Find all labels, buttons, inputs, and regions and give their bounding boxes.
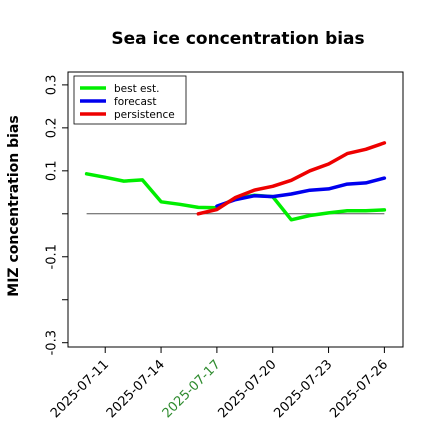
y-tick-label: 0.2 bbox=[45, 118, 60, 139]
x-tick-label: 2025-07-20 bbox=[216, 357, 280, 421]
series-line-forecast bbox=[215, 176, 387, 208]
chart-title: Sea ice concentration bias bbox=[111, 29, 364, 49]
legend-label: persistence bbox=[114, 109, 175, 121]
x-axis: 2025-07-112025-07-142025-07-172025-07-20… bbox=[48, 347, 391, 421]
y-tick-label: 0.1 bbox=[45, 160, 60, 181]
y-axis: 0.3 0.2 0.1 -0.1 -0.3 bbox=[45, 75, 68, 355]
legend-label: best est. bbox=[114, 83, 159, 95]
x-tick-label: 2025-07-11 bbox=[48, 357, 112, 421]
y-tick-label: -0.1 bbox=[45, 244, 60, 269]
series-layer bbox=[84, 141, 387, 222]
y-axis-label: MIZ concentration bias bbox=[6, 115, 22, 296]
x-tick-label: 2025-07-14 bbox=[104, 357, 168, 421]
x-tick-label: 2025-07-23 bbox=[271, 357, 335, 421]
x-tick-label: 2025-07-17 bbox=[160, 357, 224, 421]
x-tick-label: 2025-07-26 bbox=[327, 357, 391, 421]
y-tick-label: -0.3 bbox=[45, 330, 60, 355]
legend-label: forecast bbox=[114, 96, 156, 108]
plot-frame bbox=[67, 71, 404, 348]
series-line-persistence bbox=[196, 141, 387, 216]
y-tick-label: 0.3 bbox=[45, 75, 60, 96]
